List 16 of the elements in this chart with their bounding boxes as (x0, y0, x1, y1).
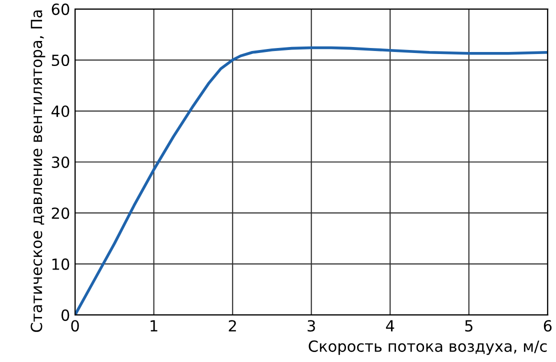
y-tick-label: 40 (52, 105, 70, 118)
y-tick-label: 0 (61, 309, 70, 321)
y-tick-label: 10 (52, 258, 70, 270)
y-tick-label: 60 (52, 4, 70, 16)
y-axis-title: Статическое давление вентилятора, Па (30, 10, 46, 332)
x-axis-title: Скорость потока воздуха, м/с (308, 340, 547, 355)
x-tick-label: 4 (386, 320, 394, 332)
y-tick-label: 20 (52, 207, 70, 219)
y-tick-label: 30 (52, 156, 70, 168)
y-tick-label: 50 (52, 54, 70, 66)
x-tick-label: 2 (228, 320, 236, 332)
x-tick-label: 0 (71, 320, 79, 332)
x-tick-label: 5 (465, 320, 472, 332)
x-tick-label: 3 (308, 320, 315, 332)
x-tick-label: 6 (544, 320, 552, 332)
x-tick-label: 1 (150, 320, 158, 332)
